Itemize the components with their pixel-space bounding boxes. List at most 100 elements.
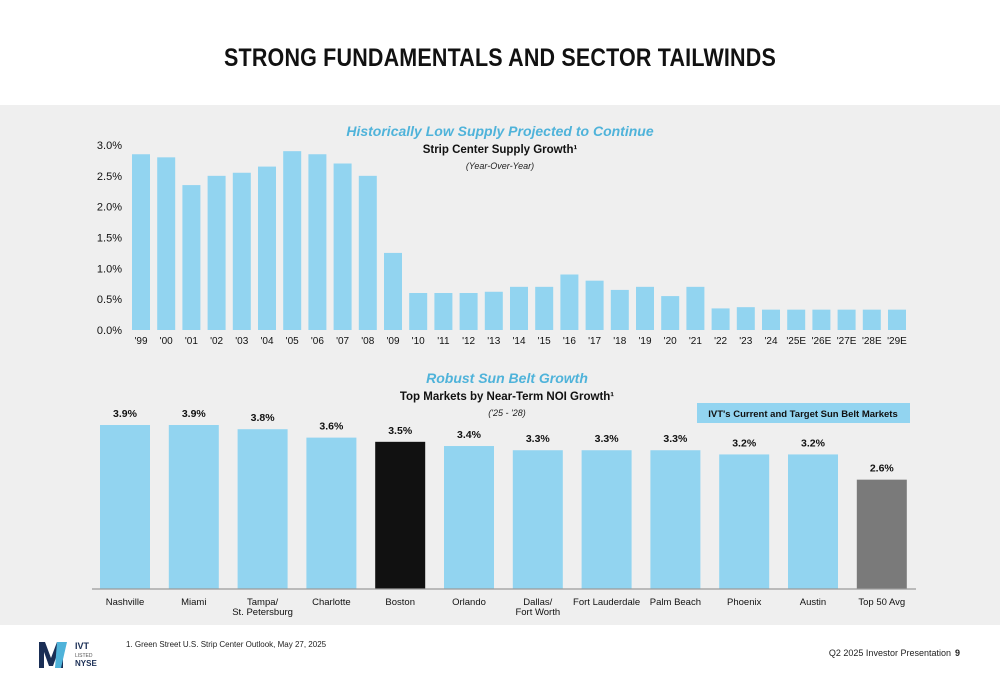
- supply-bar: [585, 280, 604, 330]
- market-label: Fort Lauderdale: [573, 597, 640, 608]
- market-label: Fort Worth: [515, 607, 560, 618]
- market-bar: [650, 450, 701, 589]
- supply-bar: [837, 309, 856, 330]
- x-tick-label: '23: [739, 336, 752, 347]
- x-tick-label: '13: [487, 336, 500, 347]
- supply-bar: [535, 286, 554, 330]
- x-tick-label: '25E: [786, 336, 806, 347]
- bar-value-label: 3.9%: [182, 408, 207, 420]
- x-tick-label: '24: [764, 336, 777, 347]
- supply-bar: [560, 274, 579, 330]
- market-bar: [375, 441, 426, 589]
- bar-value-label: 3.3%: [595, 433, 620, 445]
- bar-value-label: 3.9%: [113, 408, 138, 420]
- supply-bar: [610, 289, 629, 330]
- legend-label: IVT's Current and Target Sun Belt Market…: [708, 409, 897, 420]
- x-tick-label: '21: [689, 336, 702, 347]
- x-tick-label: '08: [361, 336, 374, 347]
- supply-bar: [787, 309, 806, 330]
- bar-value-label: 3.4%: [457, 429, 482, 441]
- x-tick-label: '12: [462, 336, 475, 347]
- logo-mark-icon: IVT LISTED NYSE: [39, 641, 97, 668]
- supply-bar: [661, 296, 680, 330]
- supply-chart-heading: Historically Low Supply Projected to Con…: [346, 123, 653, 139]
- market-label: Charlotte: [312, 597, 351, 608]
- market-label: Orlando: [452, 597, 486, 608]
- market-label: Dallas/: [523, 597, 552, 608]
- supply-bars: [132, 151, 906, 330]
- supply-bar: [333, 163, 352, 330]
- market-label: Boston: [385, 597, 415, 608]
- page-number: 9: [954, 648, 960, 658]
- page-title: STRONG FUNDAMENTALS AND SECTOR TAILWINDS: [224, 44, 776, 72]
- company-logo: IVT LISTED NYSE: [37, 638, 109, 670]
- x-tick-label: '28E: [862, 336, 882, 347]
- market-label: Tampa/: [247, 597, 279, 608]
- x-tick-label: '02: [210, 336, 223, 347]
- x-tick-label: '00: [160, 336, 173, 347]
- supply-bar: [182, 185, 201, 330]
- x-tick-label: '29E: [887, 336, 907, 347]
- x-tick-label: '14: [512, 336, 525, 347]
- market-bar: [168, 425, 219, 589]
- x-tick-label: '20: [664, 336, 677, 347]
- supply-chart-subtitle: (Year-Over-Year): [466, 161, 534, 171]
- x-tick-label: '11: [437, 336, 450, 347]
- market-bar: [306, 437, 357, 589]
- x-tick-label: '10: [412, 336, 425, 347]
- market-bar: [444, 446, 494, 589]
- y-tick-label: 0.5%: [97, 294, 122, 306]
- x-tick-label: '27E: [837, 336, 857, 347]
- logo-text-bottom: NYSE: [75, 659, 97, 668]
- supply-bar: [283, 151, 302, 330]
- supply-bar: [409, 293, 428, 330]
- market-label: St. Petersburg: [232, 607, 293, 618]
- market-label: Top 50 Avg: [858, 597, 905, 608]
- x-tick-label: '99: [134, 336, 147, 347]
- market-labels: Nashville Miami Tampa/St. Petersburg Charlo…: [106, 597, 905, 618]
- x-tick-label: '19: [638, 336, 651, 347]
- x-tick-label: '04: [260, 336, 273, 347]
- legend-box: [697, 403, 910, 423]
- x-tick-label: '22: [714, 336, 727, 347]
- y-tick-label: 1.0%: [97, 263, 122, 275]
- x-tick-label: '16: [563, 336, 576, 347]
- market-bar: [719, 454, 770, 589]
- source-footnote: 1. Green Street U.S. Strip Center Outloo…: [126, 640, 327, 649]
- supply-bar: [157, 157, 176, 330]
- market-bar: [237, 429, 288, 589]
- supply-growth-chart: Historically Low Supply Projected to Con…: [97, 123, 907, 347]
- y-tick-label: 1.5%: [97, 233, 122, 245]
- x-tick-label: '26E: [812, 336, 832, 347]
- supply-bar: [434, 293, 453, 330]
- bar-value-label: 2.6%: [870, 463, 895, 475]
- x-tick-label: '07: [336, 336, 349, 347]
- y-axis-ticks: 0.0% 0.5% 1.0% 1.5% 2.0% 2.5% 3.0%: [97, 140, 122, 337]
- supply-bar: [258, 166, 276, 330]
- supply-bar: [308, 154, 327, 330]
- logo-text-top: IVT: [75, 641, 90, 651]
- market-bar: [512, 450, 563, 589]
- bar-value-label: 3.5%: [388, 425, 413, 437]
- market-label: Phoenix: [727, 597, 762, 608]
- bar-value-label: 3.2%: [732, 437, 757, 449]
- supply-bar: [358, 175, 377, 330]
- noi-bars: 3.9% 3.9% 3.8% 3.6% 3.5% 3.4% 3.3% 3.3% 3.3% 3.2%…: [100, 408, 907, 589]
- y-tick-label: 0.0%: [97, 325, 122, 337]
- x-tick-label: '01: [185, 336, 198, 347]
- x-axis-ticks: '99 '00 '01 '02 '03 '04 '05 '06 '07 '08 '09 '10 '11 '…: [134, 336, 907, 347]
- market-label: Miami: [181, 597, 206, 608]
- noi-growth-chart: Robust Sun Belt Growth Top Markets by Ne…: [92, 370, 916, 618]
- presentation-label: Q2 2025 Investor Presentation: [828, 648, 951, 658]
- bar-value-label: 3.2%: [801, 437, 826, 449]
- x-tick-label: '09: [386, 336, 399, 347]
- supply-bar: [711, 308, 730, 330]
- supply-bar: [862, 309, 881, 330]
- page-footer: [0, 625, 1000, 685]
- supply-bar: [484, 291, 503, 330]
- noi-chart-heading: Robust Sun Belt Growth: [426, 370, 588, 386]
- supply-bar: [762, 309, 780, 330]
- market-bar: [788, 454, 838, 589]
- supply-chart-title: Strip Center Supply Growth¹: [423, 144, 578, 156]
- y-tick-label: 2.0%: [97, 202, 122, 214]
